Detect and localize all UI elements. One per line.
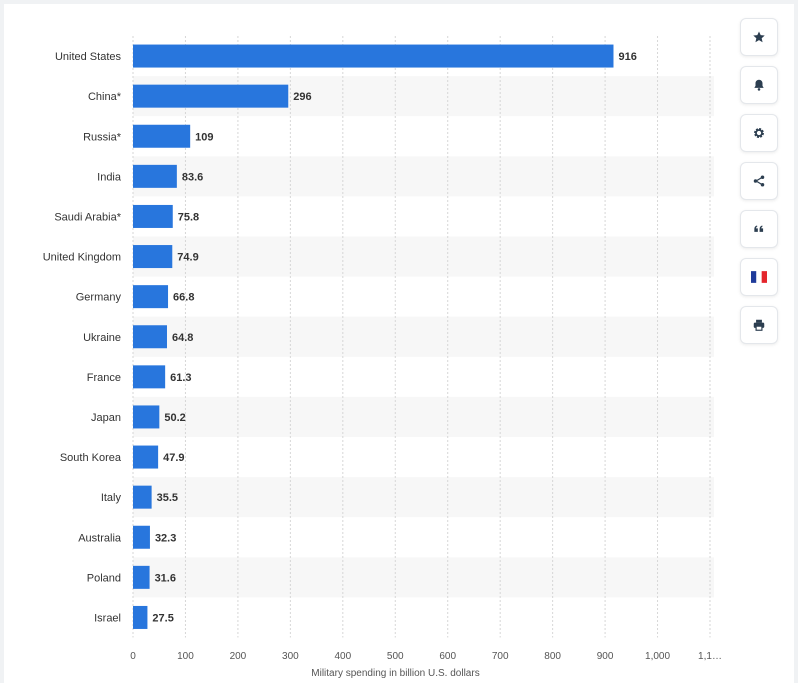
category-label: South Korea — [60, 452, 122, 464]
bar — [133, 245, 173, 269]
bar — [133, 124, 191, 148]
notification-button[interactable] — [740, 66, 778, 104]
value-label: 74.9 — [177, 252, 198, 264]
value-label: 64.8 — [172, 332, 193, 344]
value-label: 296 — [293, 91, 311, 103]
row-stripe — [133, 557, 714, 598]
bar — [133, 445, 159, 469]
category-label: Ukraine — [83, 332, 121, 344]
category-label: Poland — [87, 572, 121, 584]
category-label: Australia — [78, 532, 122, 544]
print-button[interactable] — [740, 306, 778, 344]
category-label: Italy — [101, 492, 122, 504]
category-label: Germany — [76, 292, 122, 304]
bar — [133, 285, 169, 309]
star-icon — [753, 31, 765, 43]
x-tick-label: 900 — [597, 651, 614, 662]
chart-toolbar — [740, 18, 778, 344]
bar — [133, 44, 614, 68]
bar — [133, 605, 148, 629]
x-tick-label: 100 — [177, 651, 194, 662]
gear-icon — [754, 128, 764, 138]
value-label: 31.6 — [155, 572, 176, 584]
value-label: 66.8 — [173, 292, 194, 304]
row-stripe — [133, 396, 714, 437]
category-label: United Kingdom — [43, 252, 121, 264]
chart-card: 0 100 200 300 400 500 600 700 800 900 1,000 1,1… Uni… — [4, 4, 794, 683]
bar — [133, 565, 150, 589]
share-icon — [753, 175, 765, 187]
cite-button[interactable] — [740, 210, 778, 248]
x-tick-label: 800 — [544, 651, 561, 662]
settings-button[interactable] — [740, 114, 778, 152]
category-label: China* — [88, 91, 122, 103]
row-stripe — [133, 156, 714, 197]
bar — [133, 365, 166, 389]
category-label: Israel — [94, 612, 121, 624]
category-label: France — [87, 372, 121, 384]
x-tick-label: 1,1… — [698, 651, 722, 662]
french-flag-icon — [751, 271, 767, 283]
value-label: 50.2 — [164, 412, 185, 424]
row-stripe — [133, 477, 714, 518]
bar — [133, 84, 289, 108]
quote-icon — [754, 225, 764, 232]
row-stripe — [133, 236, 714, 277]
bar — [133, 485, 152, 509]
share-button[interactable] — [740, 162, 778, 200]
x-tick-label: 700 — [492, 651, 509, 662]
bar-chart: 0 100 200 300 400 500 600 700 800 900 1,000 1,1… Uni… — [43, 36, 722, 679]
value-label: 32.3 — [155, 532, 176, 544]
value-label: 83.6 — [182, 171, 203, 183]
bar — [133, 325, 167, 349]
value-label: 916 — [618, 51, 636, 63]
category-label: Japan — [91, 412, 121, 424]
x-tick-label: 300 — [282, 651, 299, 662]
value-label: 109 — [195, 131, 213, 143]
x-tick-label: 600 — [439, 651, 456, 662]
bar — [133, 204, 173, 228]
x-tick-label: 0 — [130, 651, 136, 662]
x-axis-title: Military spending in billion U.S. dollar… — [311, 668, 479, 679]
value-label: 47.9 — [163, 452, 184, 464]
x-tick-label: 400 — [334, 651, 351, 662]
bar — [133, 405, 160, 429]
bar — [133, 164, 177, 188]
language-button[interactable] — [740, 258, 778, 296]
bell-icon — [754, 79, 764, 91]
x-tick-label: 200 — [230, 651, 247, 662]
bar — [133, 525, 150, 549]
category-label: Saudi Arabia* — [54, 211, 121, 223]
x-tick-label: 1,000 — [645, 651, 670, 662]
row-stripe — [133, 316, 714, 357]
value-label: 75.8 — [178, 211, 199, 223]
value-label: 35.5 — [157, 492, 178, 504]
category-label: India — [97, 171, 122, 183]
print-icon — [753, 319, 765, 331]
value-label: 27.5 — [152, 612, 173, 624]
value-label: 61.3 — [170, 372, 191, 384]
category-label: United States — [55, 51, 122, 63]
category-label: Russia* — [83, 131, 122, 143]
x-tick-label: 500 — [387, 651, 404, 662]
favorite-button[interactable] — [740, 18, 778, 56]
